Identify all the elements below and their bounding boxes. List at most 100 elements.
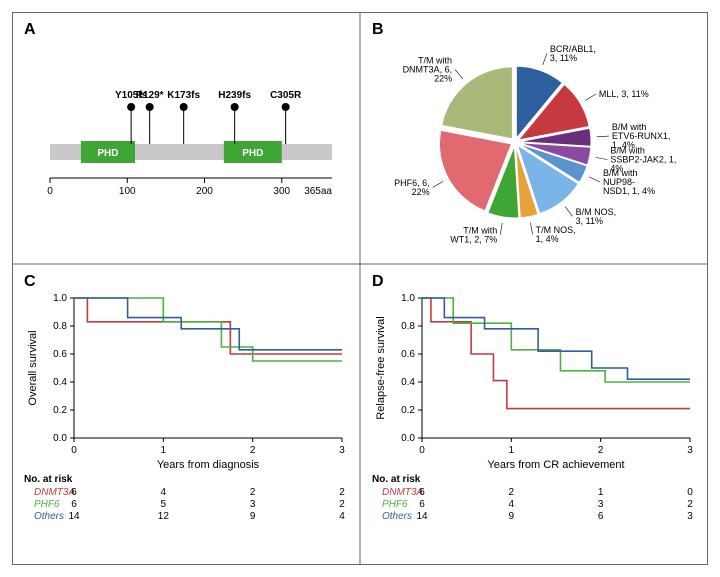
x-tick-label: 0 bbox=[71, 445, 77, 456]
risk-val: 2 bbox=[339, 499, 345, 510]
km-curve-others bbox=[74, 298, 342, 350]
risk-val: 12 bbox=[158, 511, 170, 522]
ruler-tick-label: 300 bbox=[273, 186, 290, 197]
pie-leader bbox=[543, 54, 547, 65]
mutation-marker bbox=[146, 103, 154, 111]
risk-row-name: PHF6 bbox=[34, 499, 60, 510]
y-tick-label: 0.0 bbox=[53, 433, 67, 444]
km-curve-others bbox=[422, 298, 690, 379]
y-tick-label: 1.0 bbox=[53, 293, 67, 304]
x-axis-label: Years from CR achievement bbox=[487, 459, 624, 471]
risk-row-name: Others bbox=[382, 511, 412, 522]
pie-leader bbox=[500, 223, 502, 235]
pie-label-wt1: T/M withWT1, 2, 7% bbox=[450, 225, 497, 244]
x-tick-label: 2 bbox=[250, 445, 256, 456]
x-tick-label: 1 bbox=[161, 445, 167, 456]
risk-row-name: DNMT3A bbox=[382, 487, 423, 498]
risk-val: 14 bbox=[416, 511, 428, 522]
risk-val: 6 bbox=[71, 499, 77, 510]
pie-label-bmnos: B/M NOS,3, 11% bbox=[576, 207, 617, 226]
ruler-tick-label: 200 bbox=[196, 186, 213, 197]
panel-d: D0.00.20.40.60.81.00123Years from CR ach… bbox=[372, 273, 693, 522]
risk-val: 1 bbox=[598, 487, 604, 498]
y-tick-label: 0.0 bbox=[401, 433, 415, 444]
pie-label-phf6: PHF6, 6,22% bbox=[394, 178, 430, 197]
km-curve-dnmt3a bbox=[422, 298, 690, 409]
mutation-label: K173fs bbox=[167, 90, 200, 101]
risk-val: 6 bbox=[419, 487, 425, 498]
x-tick-label: 3 bbox=[687, 445, 693, 456]
x-axis-label: Years from diagnosis bbox=[157, 459, 260, 471]
panel-label-d: D bbox=[372, 273, 384, 290]
risk-val: 14 bbox=[68, 511, 80, 522]
risk-val: 5 bbox=[161, 499, 167, 510]
x-tick-label: 0 bbox=[419, 445, 425, 456]
risk-row-name: Others bbox=[34, 511, 64, 522]
pie-label-dnmt3a: T/M withDNMT3A, 6,22% bbox=[403, 56, 453, 84]
risk-val: 4 bbox=[161, 487, 167, 498]
ruler-tick-label: 0 bbox=[47, 186, 53, 197]
panel-a: APHDPHDY105fsR129*K173fsH239fsC305R01002… bbox=[24, 21, 332, 197]
y-axis-label: Overall survival bbox=[27, 330, 39, 405]
y-axis-label: Relapse-free survival bbox=[375, 316, 387, 419]
risk-val: 2 bbox=[339, 487, 345, 498]
risk-val: 3 bbox=[598, 499, 604, 510]
phd-label: PHD bbox=[242, 148, 263, 159]
panel-label-b: B bbox=[372, 21, 384, 38]
risk-val: 3 bbox=[250, 499, 256, 510]
risk-val: 9 bbox=[250, 511, 256, 522]
pie-leader bbox=[597, 136, 609, 137]
risk-row-name: DNMT3A bbox=[34, 487, 75, 498]
panel-label-c: C bbox=[24, 273, 36, 290]
risk-val: 0 bbox=[687, 487, 693, 498]
risk-val: 6 bbox=[71, 487, 77, 498]
phd-label: PHD bbox=[97, 148, 118, 159]
y-tick-label: 0.2 bbox=[53, 405, 67, 416]
y-tick-label: 0.6 bbox=[401, 349, 415, 360]
y-tick-label: 1.0 bbox=[401, 293, 415, 304]
panel-c: C0.00.20.40.60.81.00123Years from diagno… bbox=[24, 273, 345, 522]
x-tick-label: 2 bbox=[598, 445, 604, 456]
risk-header: No. at risk bbox=[24, 474, 73, 485]
panel-b: BBCR/ABL1,3, 11%MLL, 3, 11%B/M withETV6-… bbox=[372, 21, 676, 244]
y-tick-label: 0.4 bbox=[401, 377, 415, 388]
pie-label-mll: MLL, 3, 11% bbox=[599, 89, 649, 99]
pie-leader bbox=[596, 157, 608, 159]
risk-val: 3 bbox=[687, 511, 693, 522]
risk-val: 6 bbox=[419, 499, 425, 510]
pie-label-nup98: B/M withNUP98-NSD1, 1, 4% bbox=[603, 168, 655, 196]
mutation-label: C305R bbox=[270, 90, 302, 101]
pie-leader bbox=[433, 182, 444, 188]
x-tick-label: 1 bbox=[509, 445, 515, 456]
pie-label-bcrabl: BCR/ABL1,3, 11% bbox=[550, 44, 596, 63]
ruler-end-label: 365aa bbox=[304, 186, 332, 197]
risk-header: No. at risk bbox=[372, 474, 421, 485]
pie-label-tmnos: T/M NOS,1, 4% bbox=[536, 225, 576, 244]
km-curve-phf6 bbox=[422, 298, 690, 382]
pie-leader bbox=[455, 70, 463, 79]
pie-slice-dnmt3a bbox=[442, 67, 513, 139]
y-tick-label: 0.8 bbox=[401, 321, 415, 332]
mutation-label: H239fs bbox=[218, 90, 251, 101]
mutation-label: R129* bbox=[136, 90, 164, 101]
risk-val: 4 bbox=[509, 499, 515, 510]
panel-label-a: A bbox=[24, 21, 36, 38]
pie-leader bbox=[589, 177, 600, 182]
figure-frame: APHDPHDY105fsR129*K173fsH239fsC305R01002… bbox=[0, 0, 720, 577]
y-tick-label: 0.8 bbox=[53, 321, 67, 332]
figure-svg: APHDPHDY105fsR129*K173fsH239fsC305R01002… bbox=[12, 12, 708, 565]
km-curve-dnmt3a bbox=[74, 298, 342, 354]
risk-val: 9 bbox=[509, 511, 515, 522]
y-tick-label: 0.6 bbox=[53, 349, 67, 360]
risk-val: 2 bbox=[509, 487, 515, 498]
ruler-tick-label: 100 bbox=[119, 186, 136, 197]
risk-val: 6 bbox=[598, 511, 604, 522]
mutation-marker bbox=[282, 103, 290, 111]
pie-leader bbox=[565, 207, 572, 216]
mutation-marker bbox=[180, 103, 188, 111]
risk-val: 2 bbox=[250, 487, 256, 498]
x-tick-label: 3 bbox=[339, 445, 345, 456]
y-tick-label: 0.4 bbox=[53, 377, 67, 388]
pie-leader bbox=[586, 94, 596, 100]
risk-row-name: PHF6 bbox=[382, 499, 408, 510]
